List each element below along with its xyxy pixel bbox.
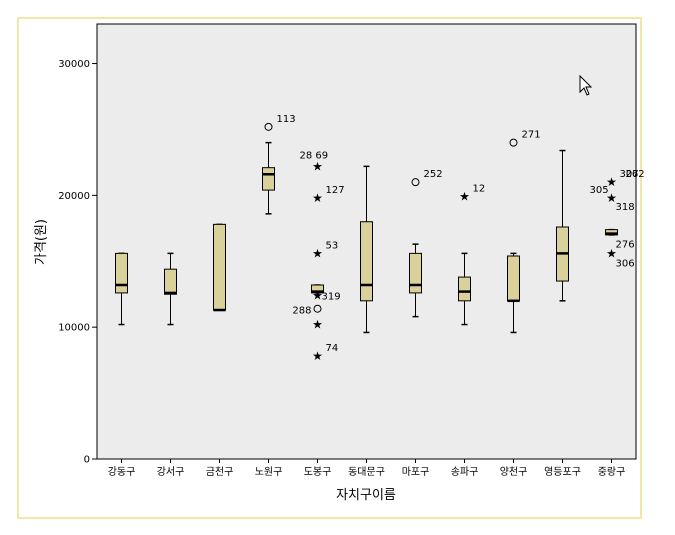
outlier-star: ★	[312, 318, 323, 332]
outlier-star: ★	[312, 191, 323, 205]
box	[458, 276, 471, 302]
box-group	[213, 223, 226, 312]
box	[311, 284, 324, 294]
outlier-label: 53	[326, 240, 339, 251]
outlier-circle	[509, 138, 518, 147]
box-group	[164, 252, 177, 326]
x-tick-label: 양천구	[500, 466, 528, 478]
box-group	[311, 284, 324, 294]
outlier-circle	[411, 178, 420, 187]
box	[360, 221, 373, 302]
outlier-star: ★	[312, 159, 323, 173]
outlier-label: 288	[292, 306, 311, 317]
x-tick-label: 중랑구	[598, 466, 626, 478]
outlier-label: 318	[616, 202, 635, 213]
outlier-label: 307	[620, 169, 639, 180]
box-group	[409, 243, 422, 318]
x-axis-title: 자치구이름	[336, 488, 396, 503]
x-tick-label: 영등포구	[544, 466, 581, 478]
outlier-label: 262	[626, 169, 645, 180]
box	[115, 252, 128, 294]
box-group	[605, 228, 618, 236]
box-group	[360, 165, 373, 334]
x-tick-label: 마포구	[402, 466, 430, 478]
outlier-label: 113	[277, 114, 296, 125]
x-tick-label: 송파구	[451, 466, 479, 478]
x-tick-label: 강동구	[108, 466, 136, 478]
outlier-star: ★	[459, 190, 470, 204]
outlier-label: 271	[522, 130, 541, 141]
y-tick-label: 30000	[58, 59, 90, 70]
box-group	[556, 149, 569, 302]
outlier-star: ★	[312, 349, 323, 363]
outlier-label: 12	[473, 184, 486, 195]
outlier-label: 306	[616, 258, 635, 269]
box-group	[262, 141, 275, 215]
outlier-circle	[264, 122, 273, 131]
outlier-star: ★	[312, 246, 323, 260]
box	[507, 255, 520, 302]
outlier-label: 74	[326, 343, 339, 354]
x-tick-label: 금천구	[206, 466, 234, 478]
y-axis-title: 가격(원)	[34, 219, 49, 265]
y-tick-label: 0	[84, 455, 90, 466]
box	[605, 229, 618, 236]
x-tick-label: 도봉구	[304, 466, 332, 478]
outlier-label: 276	[616, 240, 635, 251]
box	[164, 268, 177, 295]
outlier-label: 319	[322, 292, 341, 303]
outlier-star: ★	[606, 191, 617, 205]
box-series	[115, 141, 618, 334]
outlier-star: ★	[312, 289, 323, 303]
x-tick-label: 노원구	[255, 466, 283, 478]
outlier-series: 113★28 69★127★53★319288★★74252★12271★307…	[264, 114, 645, 363]
outlier-label: 28 69	[300, 150, 329, 161]
box-group	[458, 252, 471, 326]
box-group	[115, 252, 128, 326]
outlier-circle	[313, 304, 322, 313]
box-group	[507, 252, 520, 334]
box	[262, 167, 275, 191]
outlier-star: ★	[606, 175, 617, 189]
box	[409, 252, 422, 294]
x-tick-label: 동대문구	[348, 466, 385, 478]
outlier-label: 127	[326, 185, 345, 196]
outlier-star: ★	[606, 246, 617, 260]
y-tick-label: 20000	[58, 191, 90, 202]
mouse-cursor-icon	[579, 74, 593, 96]
x-axis: 강동구 강서구 금천구 노원구 도봉구 동대문구 마포구 송파구 양천구 영등포구 중랑구	[108, 459, 626, 478]
box	[213, 223, 226, 311]
outlier-label: 252	[424, 169, 443, 180]
x-tick-label: 강서구	[157, 466, 185, 478]
outlier-label: 305	[590, 185, 609, 196]
y-axis: 0 10000 20000 30000	[58, 59, 97, 466]
y-tick-label: 10000	[58, 323, 90, 334]
